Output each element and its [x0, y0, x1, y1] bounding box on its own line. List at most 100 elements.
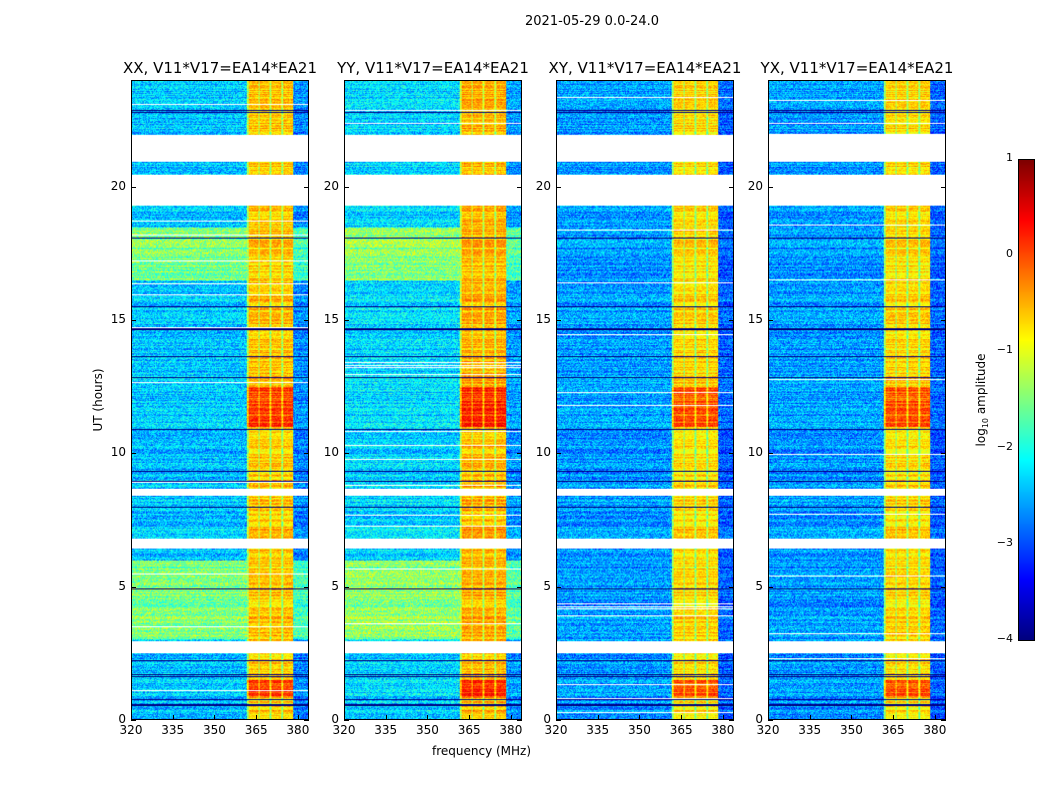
x-tick-label: 365	[244, 723, 268, 737]
x-axis-label: frequency (MHz)	[432, 744, 532, 758]
y-tick-mark	[768, 186, 773, 188]
y-tick-label: 15	[747, 312, 763, 326]
y-tick-label: 15	[110, 312, 126, 326]
y-tick-mark	[941, 720, 946, 721]
x-tick-mark	[214, 715, 216, 720]
x-tick-mark	[172, 715, 174, 720]
y-tick-mark	[729, 320, 734, 321]
x-tick-label: 335	[161, 723, 185, 737]
colorbar-tick-label: −3	[996, 535, 1013, 549]
y-tick-label: 15	[323, 312, 339, 326]
y-tick-mark	[344, 320, 349, 321]
x-tick-label: 350	[202, 723, 226, 737]
y-tick-mark	[304, 586, 309, 588]
y-tick-mark	[517, 586, 522, 588]
y-tick-mark	[556, 586, 561, 588]
x-tick-label: 335	[374, 723, 398, 737]
x-tick-mark	[597, 715, 599, 720]
x-tick-label: 365	[457, 723, 481, 737]
panel-title-3: YX, V11*V17=EA14*EA21	[760, 59, 954, 77]
y-tick-label: 0	[543, 712, 551, 726]
x-tick-label: 320	[756, 723, 780, 737]
y-tick-mark	[517, 186, 522, 188]
x-tick-mark	[722, 715, 724, 720]
y-tick-label: 0	[118, 712, 126, 726]
colorbar-tick-label: −2	[996, 439, 1013, 453]
x-tick-label: 335	[798, 723, 822, 737]
y-tick-mark	[131, 720, 136, 721]
x-tick-mark	[297, 715, 299, 720]
panel-title-0: XX, V11*V17=EA14*EA21	[122, 59, 318, 77]
y-tick-mark	[131, 320, 136, 321]
y-tick-label: 5	[118, 578, 126, 593]
panel-title-1: YY, V11*V17=EA14*EA21	[337, 59, 529, 77]
y-tick-mark	[344, 453, 349, 455]
y-tick-label: 10	[323, 445, 339, 460]
y-axis-label: UT (hours)	[91, 368, 105, 432]
x-tick-label: 320	[332, 723, 356, 737]
x-tick-mark	[809, 715, 811, 720]
y-tick-mark	[304, 720, 309, 721]
y-tick-mark	[344, 586, 349, 588]
y-tick-mark	[344, 720, 349, 721]
y-tick-label: 15	[535, 312, 551, 326]
y-tick-mark	[768, 720, 773, 721]
x-tick-mark	[385, 715, 387, 720]
colorbar-tick-label: 0	[1006, 247, 1013, 261]
y-tick-mark	[556, 720, 561, 721]
y-tick-mark	[131, 453, 136, 455]
colorbar-tick-label: 1	[1006, 151, 1013, 164]
y-tick-mark	[729, 186, 734, 188]
heatmap-panel-3	[768, 80, 946, 720]
y-tick-mark	[556, 453, 561, 455]
x-tick-label: 335	[586, 723, 610, 737]
y-tick-mark	[941, 186, 946, 188]
colorbar	[1018, 159, 1035, 641]
x-tick-mark	[256, 715, 258, 720]
y-tick-label: 20	[535, 178, 551, 193]
x-tick-mark	[893, 715, 895, 720]
y-tick-mark	[556, 320, 561, 321]
figure-title: 2021-05-29 0.0-24.0	[525, 14, 659, 29]
y-tick-label: 10	[110, 445, 126, 460]
x-tick-label: 350	[839, 723, 863, 737]
colorbar-tick-label: −1	[996, 343, 1013, 357]
y-tick-mark	[941, 320, 946, 321]
x-tick-mark	[510, 715, 512, 720]
y-tick-mark	[517, 720, 522, 721]
y-tick-mark	[304, 320, 309, 321]
y-tick-label: 20	[323, 178, 339, 193]
y-tick-label: 0	[755, 712, 763, 726]
x-tick-label: 320	[119, 723, 143, 737]
y-tick-mark	[768, 453, 773, 455]
x-tick-mark	[344, 715, 345, 720]
y-tick-mark	[768, 586, 773, 588]
y-tick-mark	[941, 453, 946, 455]
y-tick-mark	[344, 186, 349, 188]
y-tick-mark	[517, 320, 522, 321]
y-tick-mark	[131, 186, 136, 188]
panel-title-2: XY, V11*V17=EA14*EA21	[548, 59, 742, 77]
y-tick-mark	[131, 586, 136, 588]
heatmap-panel-2	[556, 80, 734, 720]
x-tick-label: 380	[711, 723, 735, 737]
y-tick-mark	[304, 186, 309, 188]
y-tick-mark	[941, 586, 946, 588]
x-tick-label: 350	[415, 723, 439, 737]
colorbar-tick-label: −4	[996, 632, 1013, 645]
x-tick-mark	[768, 715, 769, 720]
heatmap-panel-1	[344, 80, 522, 720]
x-tick-mark	[681, 715, 683, 720]
y-tick-label: 20	[110, 178, 126, 193]
y-tick-mark	[304, 453, 309, 455]
x-tick-label: 365	[881, 723, 905, 737]
x-tick-label: 365	[669, 723, 693, 737]
x-tick-label: 350	[627, 723, 651, 737]
x-tick-mark	[427, 715, 429, 720]
y-tick-label: 10	[747, 445, 763, 460]
x-tick-label: 380	[499, 723, 523, 737]
y-tick-label: 0	[331, 712, 339, 726]
y-tick-mark	[729, 720, 734, 721]
y-tick-label: 20	[747, 178, 763, 193]
